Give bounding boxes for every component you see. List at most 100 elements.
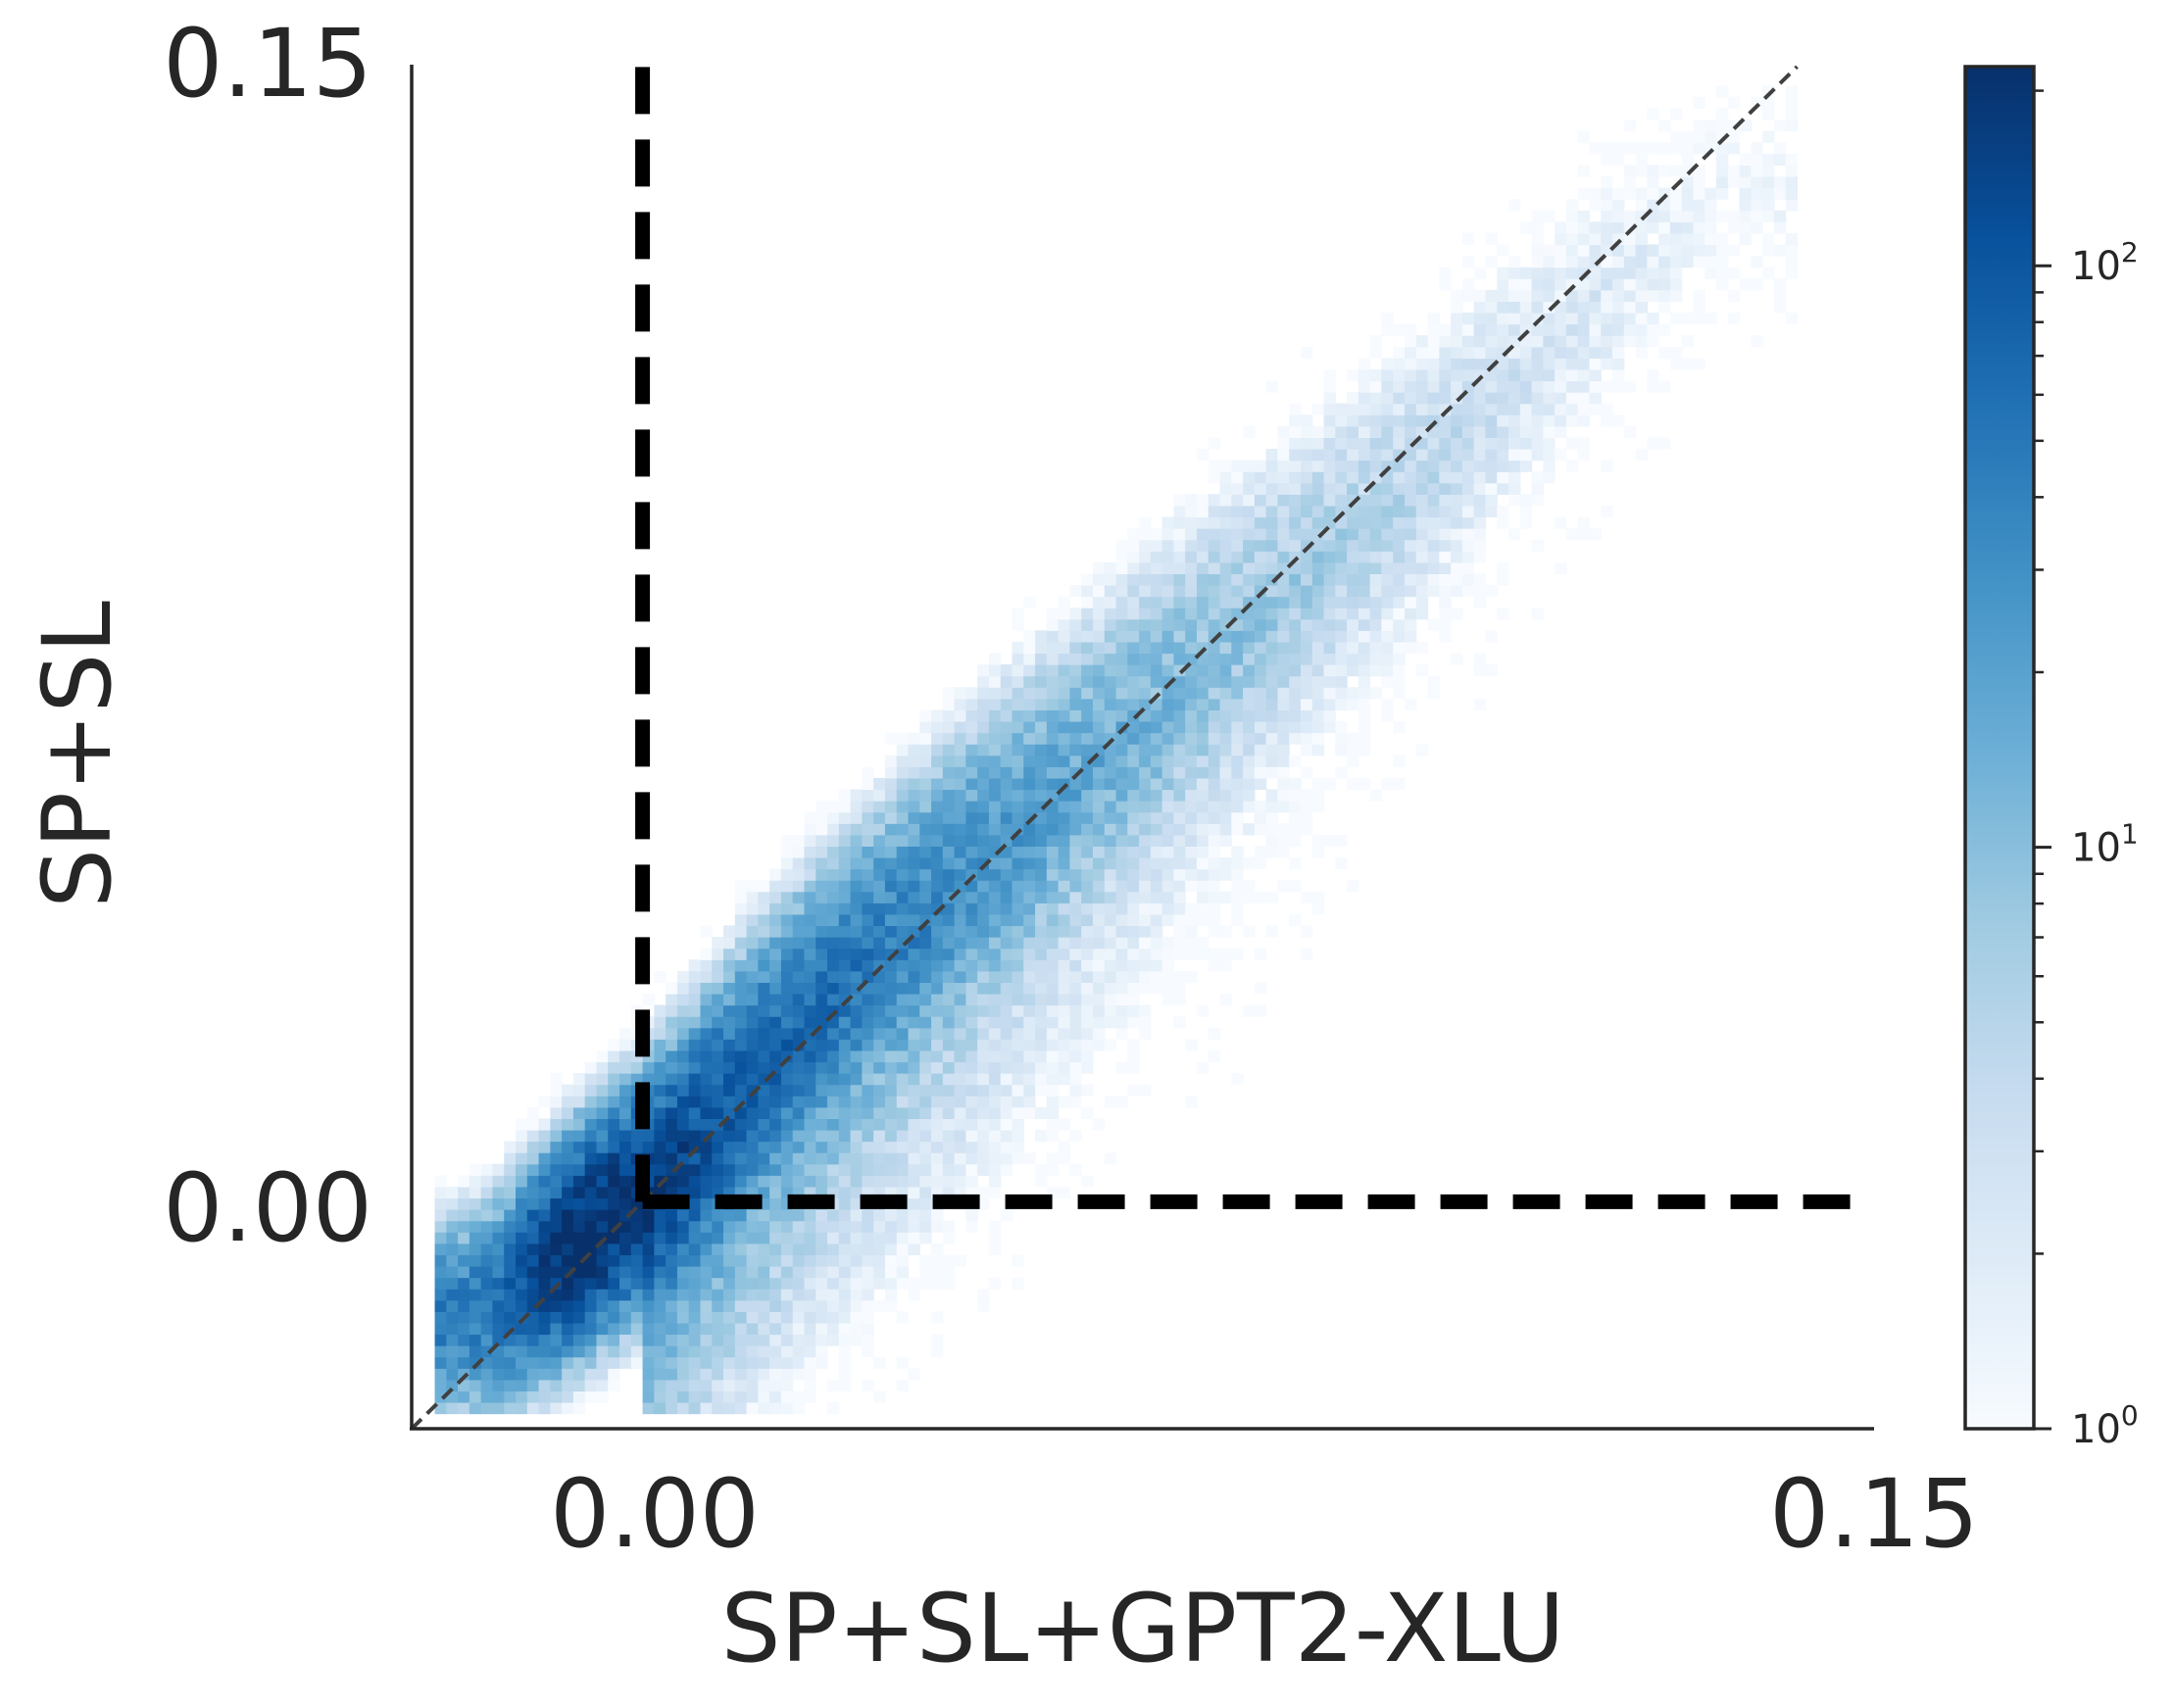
heatmap-cell (1543, 278, 1556, 291)
heatmap-cell (1751, 96, 1763, 110)
heatmap-cell (827, 1379, 840, 1391)
heatmap-cell (1139, 561, 1152, 574)
heatmap-cell (804, 1243, 816, 1255)
heatmap-cell (977, 880, 990, 893)
heatmap-cell (1358, 777, 1371, 791)
heatmap-cell (1219, 618, 1232, 631)
heatmap-cell (1439, 323, 1452, 336)
heatmap-cell (550, 1299, 563, 1312)
heatmap-cell (596, 1356, 609, 1369)
heatmap-cell (850, 1220, 863, 1233)
heatmap-cell (516, 1391, 528, 1403)
heatmap-cell (919, 1254, 932, 1267)
heatmap-cell (908, 891, 920, 903)
heatmap-cell (1565, 437, 1579, 450)
heatmap-cell (850, 856, 863, 870)
heatmap-cell (827, 1084, 840, 1097)
heatmap-cell (1485, 471, 1498, 484)
heatmap-cell (838, 1243, 852, 1255)
heatmap-cell (884, 856, 898, 870)
heatmap-cell (458, 1289, 470, 1301)
heatmap-cell (469, 1368, 482, 1381)
heatmap-cell (446, 1186, 459, 1199)
heatmap-cell (780, 856, 794, 870)
heatmap-cell (1589, 142, 1602, 155)
heatmap-cell (666, 1289, 678, 1301)
heatmap-cell (862, 766, 874, 779)
heatmap-cell (1289, 618, 1302, 631)
heatmap-cell (1531, 608, 1544, 620)
heatmap-cell (1508, 415, 1521, 427)
heatmap-cell (1243, 675, 1256, 688)
heatmap-cell (758, 948, 770, 960)
heatmap-cell (1081, 913, 1094, 927)
heatmap-cell (884, 1016, 898, 1029)
heatmap-cell (608, 1289, 620, 1301)
heatmap-cells (434, 85, 1799, 1415)
heatmap-cell (931, 1277, 944, 1290)
heatmap-cell (712, 1265, 724, 1279)
heatmap-cell (526, 1232, 540, 1244)
heatmap-cell (1427, 312, 1440, 325)
heatmap-cell (1231, 539, 1244, 552)
heatmap-cell (977, 823, 990, 836)
heatmap-cell (1277, 425, 1290, 438)
heatmap-cell (815, 1265, 828, 1279)
heatmap-cell (792, 868, 806, 881)
heatmap-cell (1485, 301, 1498, 314)
heatmap-cell (884, 970, 898, 983)
heatmap-cell (1531, 210, 1544, 222)
heatmap-cell (1347, 687, 1359, 700)
heatmap-cell (712, 1175, 724, 1188)
heatmap-cell (1555, 403, 1567, 415)
heatmap-cell (712, 1379, 724, 1391)
heatmap-cell (1196, 608, 1210, 620)
heatmap-cell (526, 1118, 540, 1131)
heatmap-cell (1311, 801, 1325, 813)
heatmap-cell (931, 868, 944, 881)
heatmap-cell (1427, 505, 1440, 518)
heatmap-cell (1139, 903, 1152, 915)
heatmap-cell (1000, 1118, 1013, 1131)
heatmap-cell (1173, 846, 1186, 858)
heatmap-cell (896, 1061, 910, 1074)
heatmap-cell (526, 1197, 540, 1210)
heatmap-cell (1393, 573, 1406, 586)
heatmap-cell (1243, 551, 1256, 563)
heatmap-cell (758, 1175, 770, 1188)
heatmap-cell (1635, 323, 1648, 336)
heatmap-cell (516, 1334, 528, 1346)
heatmap-cell (850, 1277, 863, 1290)
heatmap-cell (896, 903, 910, 915)
heatmap-cell (1461, 528, 1475, 541)
heatmap-cell (758, 1243, 770, 1255)
heatmap-cell (446, 1265, 459, 1279)
heatmap-cell (608, 1209, 620, 1222)
heatmap-cell (1023, 982, 1036, 995)
heatmap-cell (896, 959, 910, 972)
heatmap-cell (1208, 948, 1221, 960)
heatmap-cell (1508, 368, 1521, 382)
heatmap-cell (666, 1209, 678, 1222)
heatmap-cell (1393, 687, 1406, 700)
heatmap-cell (862, 789, 874, 802)
heatmap-cell (723, 1379, 736, 1391)
heatmap-cell (1681, 312, 1695, 325)
heatmap-cell (1473, 494, 1487, 507)
heatmap-cell (1485, 584, 1498, 598)
heatmap-cell (1623, 165, 1637, 177)
heatmap-cell (850, 1096, 863, 1108)
heatmap-cell (1161, 709, 1175, 722)
heatmap-cell (572, 1356, 586, 1369)
heatmap-cell (1473, 415, 1487, 427)
heatmap-cell (884, 868, 898, 881)
heatmap-cell (1311, 471, 1325, 484)
heatmap-cell (1289, 448, 1302, 462)
heatmap-cell (1219, 698, 1232, 710)
heatmap-cell (988, 1027, 1002, 1040)
heatmap-cell (562, 1322, 574, 1336)
heatmap-cell (1358, 687, 1371, 700)
heatmap-cell (815, 959, 828, 972)
heatmap-cell (1369, 505, 1383, 518)
heatmap-cell (1451, 368, 1463, 382)
